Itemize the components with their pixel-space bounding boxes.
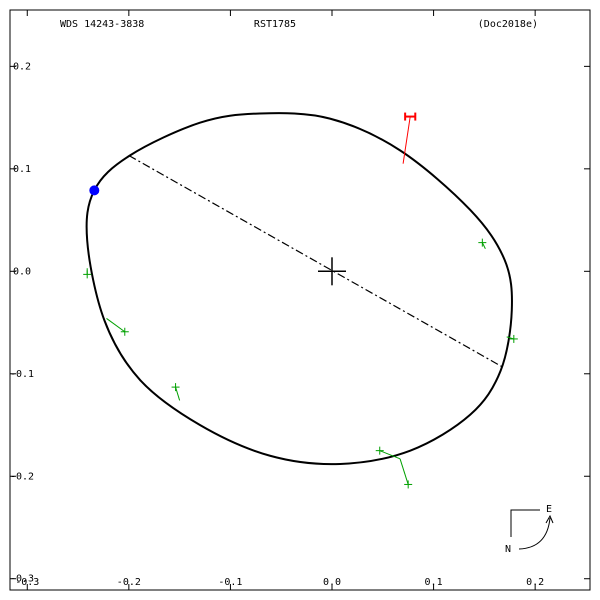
y-tick-label: 0.2 xyxy=(13,61,31,72)
residual-line xyxy=(175,386,181,401)
compass-arrowhead xyxy=(545,514,554,524)
residual-line xyxy=(481,242,486,249)
observation xyxy=(171,383,180,392)
y-tick-label: 0.0 xyxy=(13,266,31,277)
x-tick-label: 0.0 xyxy=(323,577,341,588)
observation xyxy=(478,238,487,247)
observation xyxy=(83,270,92,279)
orbit-ellipse xyxy=(85,112,513,466)
x-tick-label: -0.3 xyxy=(15,577,39,588)
y-tick-label: -0.2 xyxy=(10,471,34,482)
x-tick-label: -0.1 xyxy=(218,577,242,588)
residual-line xyxy=(379,450,401,460)
observation xyxy=(120,327,129,336)
observation xyxy=(509,334,518,343)
primary-star xyxy=(317,257,346,286)
measurement xyxy=(404,112,417,121)
compass-axes xyxy=(510,509,540,537)
residual-line xyxy=(399,458,409,485)
x-tick-label: 0.2 xyxy=(526,577,544,588)
compass-arrow xyxy=(518,517,551,550)
compass: E N xyxy=(505,504,554,555)
y-tick-label: -0.1 xyxy=(10,369,34,380)
measurement-residual xyxy=(402,116,411,164)
compass-north: N xyxy=(505,544,511,555)
node-line xyxy=(128,154,504,369)
observation xyxy=(375,446,384,455)
residual-line xyxy=(106,318,126,333)
plot-frame xyxy=(9,9,591,591)
title-center: RST1785 xyxy=(254,19,296,30)
x-tick-label: 0.1 xyxy=(425,577,443,588)
periastron xyxy=(89,185,100,196)
compass-east: E xyxy=(546,504,552,515)
title-left: WDS 14243-3838 xyxy=(60,19,144,30)
observation xyxy=(404,480,413,489)
y-tick-label: 0.1 xyxy=(13,164,31,175)
x-tick-label: -0.2 xyxy=(117,577,141,588)
title-right: (Doc2018e) xyxy=(478,19,538,30)
y-tick-label: -0.3 xyxy=(10,574,34,585)
